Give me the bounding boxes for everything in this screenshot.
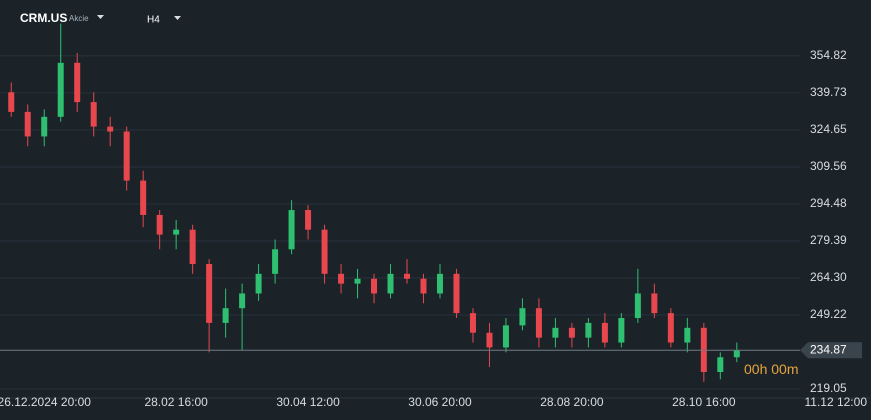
candle-body — [585, 322, 592, 338]
candle-body — [568, 327, 575, 338]
candle-body — [206, 264, 213, 323]
candle-body — [651, 293, 658, 314]
candle-body — [387, 273, 394, 294]
candle-body — [486, 332, 493, 348]
dropdown-arrow[interactable] — [97, 15, 104, 19]
candle-body — [601, 322, 608, 343]
candle-body — [519, 308, 526, 326]
y-tick-label: 279.39 — [810, 233, 847, 247]
asset-class: Akcie — [69, 14, 89, 23]
candle-body — [354, 278, 361, 284]
candle-body — [305, 210, 312, 230]
candle-body — [667, 313, 674, 343]
y-tick-label: 264.30 — [810, 270, 847, 284]
y-tick-label: 354.82 — [810, 48, 847, 62]
candle-body — [239, 293, 246, 309]
candle-body — [436, 273, 443, 294]
candles — [8, 23, 740, 382]
x-tick-label: 11.12 12:00 — [804, 395, 867, 409]
countdown: 00h 00m — [744, 361, 798, 377]
candle-body — [41, 116, 48, 137]
x-tick-label: 28.02 16:00 — [144, 395, 208, 409]
y-tick-label: 219.05 — [810, 381, 847, 395]
candle-body — [321, 229, 328, 274]
candle-body — [189, 229, 196, 265]
candle-body — [634, 293, 641, 319]
candle-body — [24, 111, 31, 137]
timeframe[interactable]: H4 — [147, 15, 160, 26]
last-price-tag — [800, 342, 862, 359]
y-tick-label: 249.22 — [810, 307, 847, 321]
candle-body — [173, 229, 180, 235]
x-tick-label: 30.04 12:00 — [276, 395, 340, 409]
candle-body — [371, 278, 378, 294]
x-tick-label: 26.12.2024 20:00 — [0, 395, 91, 409]
grid — [0, 55, 800, 390]
last-price-label: 234.87 — [810, 342, 847, 356]
candle-body — [140, 180, 147, 215]
candle-body — [717, 357, 724, 372]
candle-body — [420, 278, 427, 294]
candle-body — [255, 273, 262, 294]
candle-body — [404, 273, 411, 279]
candle-body — [733, 350, 740, 358]
symbol[interactable]: CRM.US — [20, 11, 67, 25]
candle-body — [107, 126, 114, 132]
candle-body — [222, 308, 229, 323]
candle-body — [502, 325, 509, 348]
candle-body — [156, 214, 163, 235]
x-tick-label: 28.10 16:00 — [672, 395, 736, 409]
candle-body — [618, 318, 625, 343]
candle-body — [57, 62, 64, 117]
candle-body — [453, 273, 460, 314]
y-tick-label: 294.48 — [810, 196, 847, 210]
dropdown-arrow[interactable] — [174, 16, 181, 20]
candle-body — [90, 102, 97, 127]
y-tick-label: 324.65 — [810, 122, 847, 136]
x-tick-label: 28.08 20:00 — [540, 395, 604, 409]
y-tick-label: 339.73 — [810, 85, 847, 99]
candle-body — [684, 327, 691, 343]
candle-body — [535, 308, 542, 338]
candle-body — [272, 249, 279, 274]
candle-body — [74, 62, 81, 103]
candle-body — [338, 273, 345, 284]
candle-body — [469, 313, 476, 333]
x-tick-label: 30.06 20:00 — [408, 395, 472, 409]
y-tick-label: 309.56 — [810, 159, 847, 173]
candle-body — [288, 210, 295, 250]
candle-body — [123, 131, 130, 181]
candle-body — [552, 327, 559, 338]
candle-body — [8, 92, 15, 112]
